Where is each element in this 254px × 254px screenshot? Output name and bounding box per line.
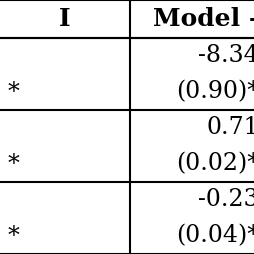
Text: *: * [8,81,20,103]
Text: *: * [8,152,20,176]
Text: 0.71: 0.71 [206,117,254,139]
Text: (0.90)*: (0.90)* [176,81,254,103]
Text: -0.23: -0.23 [198,188,254,212]
Text: *: * [8,225,20,247]
Text: Model -: Model - [153,7,254,31]
Text: (0.04)*: (0.04)* [176,225,254,247]
Text: (0.02)*: (0.02)* [176,152,254,176]
Text: -8.34: -8.34 [198,44,254,68]
Text: I: I [59,7,71,31]
